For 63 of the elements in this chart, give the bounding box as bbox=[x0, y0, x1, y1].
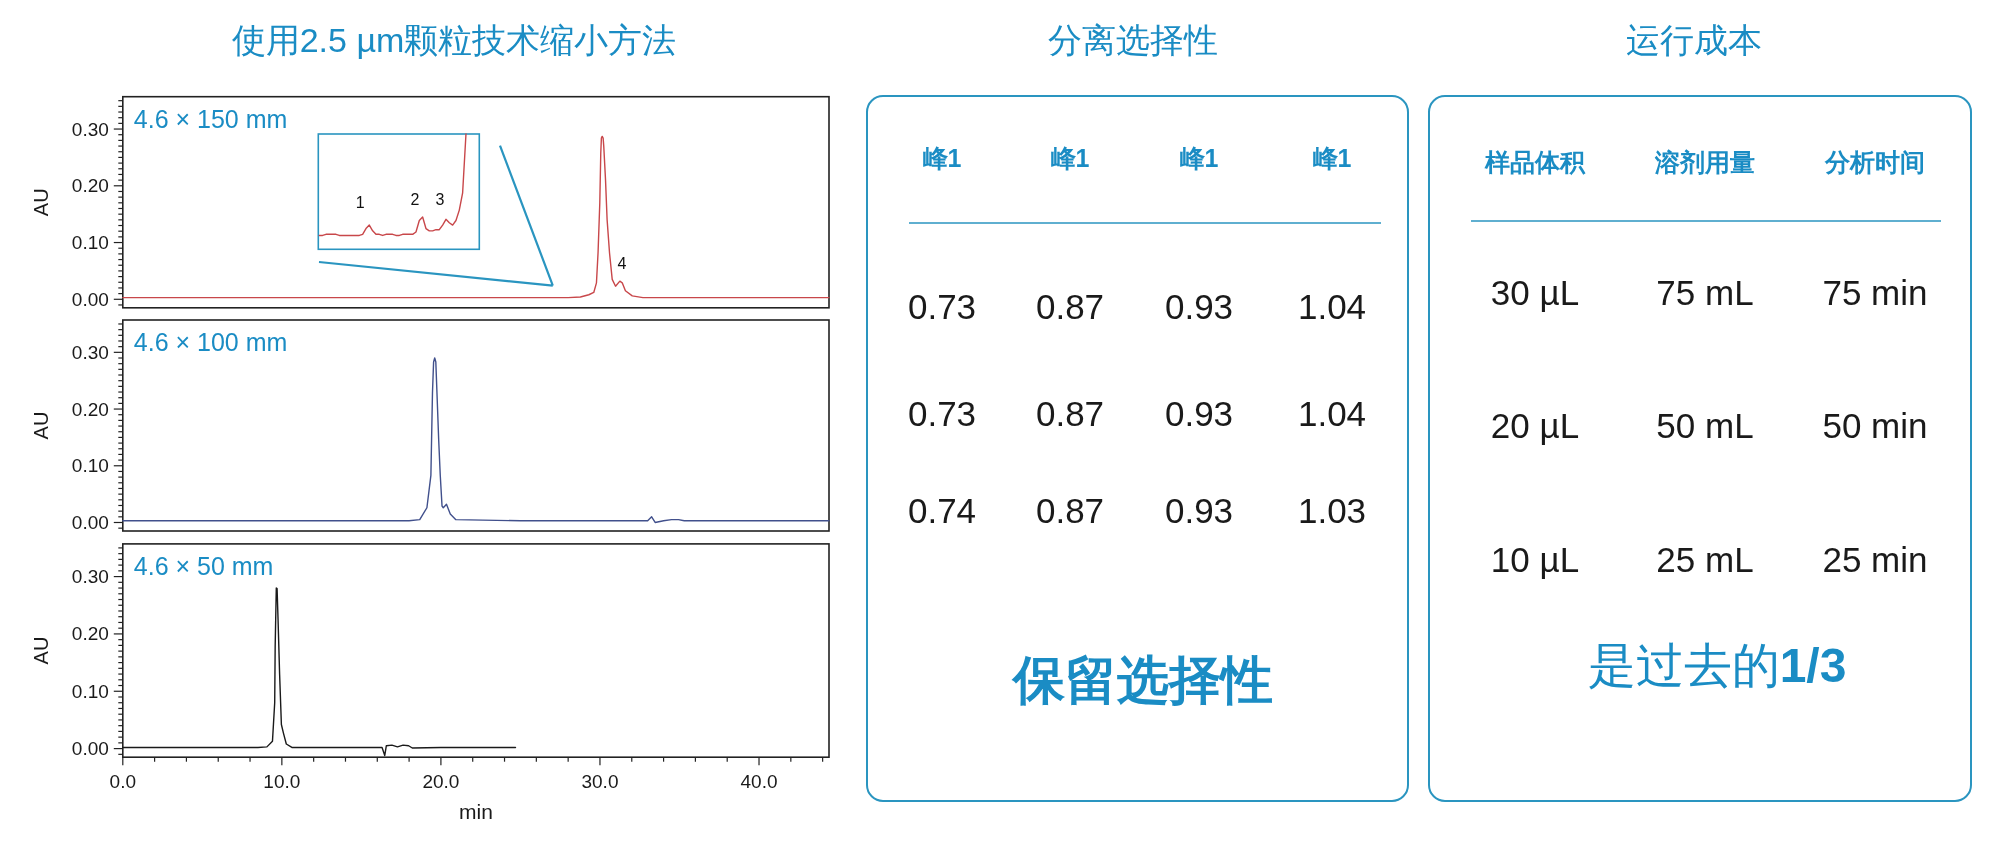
line-series bbox=[122, 135, 830, 299]
x-axis-title: min bbox=[458, 799, 493, 823]
data-label: 75 mL bbox=[1656, 272, 1754, 312]
data-label: 0.93 bbox=[1164, 286, 1234, 326]
annotation: 4 bbox=[617, 254, 627, 272]
category-label: 峰1 bbox=[922, 144, 962, 172]
y-tick-label: 0.10 bbox=[71, 232, 109, 254]
x-tick-label: 10.0 bbox=[263, 770, 301, 792]
annotation: 1 bbox=[355, 194, 365, 212]
text: 是过去的1/3 bbox=[1587, 638, 1847, 692]
y-tick-label: 0.10 bbox=[71, 680, 109, 702]
data-label: 0.87 bbox=[1035, 286, 1105, 326]
data-label: 50 min bbox=[1822, 405, 1928, 445]
data-label: 25 min bbox=[1822, 539, 1928, 579]
data-label: 10 µL bbox=[1490, 539, 1580, 579]
data-label: 30 µL bbox=[1490, 272, 1580, 312]
y-tick-label: 0.20 bbox=[71, 398, 109, 420]
y-tick-label: 0.30 bbox=[71, 566, 109, 588]
data-label: 1.04 bbox=[1297, 286, 1367, 326]
text: 分离选择性 bbox=[1048, 21, 1218, 59]
chart-title: 使用2.5 µm颗粒技术缩小方法 bbox=[231, 21, 677, 59]
data-label: 25 mL bbox=[1656, 539, 1754, 579]
y-axis-title: AU bbox=[30, 188, 52, 217]
y-axis-title: AU bbox=[30, 411, 52, 440]
category-label: 峰1 bbox=[1312, 144, 1352, 172]
y-tick-label: 0.30 bbox=[71, 341, 109, 363]
data-label: 0.87 bbox=[1035, 393, 1105, 433]
x-tick-label: 20.0 bbox=[422, 770, 460, 792]
data-label: 0.93 bbox=[1164, 393, 1234, 433]
data-label: 0.93 bbox=[1164, 490, 1234, 530]
y-tick-label: 0.00 bbox=[71, 738, 109, 760]
text: 运行成本 bbox=[1626, 21, 1762, 59]
data-label: 0.87 bbox=[1035, 490, 1105, 530]
data-label: 75 min bbox=[1822, 272, 1928, 312]
text: 保留选择性 bbox=[1011, 651, 1273, 709]
chart-subtitle: 4.6 × 100 mm bbox=[133, 328, 288, 356]
y-axis-title: AU bbox=[30, 636, 52, 665]
x-tick-label: 30.0 bbox=[581, 770, 619, 792]
category-label: 溶剂用量 bbox=[1654, 148, 1755, 176]
category-label: 样品体积 bbox=[1484, 148, 1586, 176]
chart-subtitle: 4.6 × 50 mm bbox=[133, 551, 274, 580]
category-label: 峰1 bbox=[1179, 144, 1219, 172]
data-label: 1.04 bbox=[1297, 393, 1367, 433]
chart-subtitle: 4.6 × 150 mm bbox=[133, 104, 288, 133]
annotation: 3 bbox=[435, 191, 445, 209]
data-label: 20 µL bbox=[1490, 405, 1580, 445]
x-tick-label: 0.0 bbox=[109, 770, 137, 792]
category-label: 峰1 bbox=[1050, 144, 1090, 172]
data-label: 50 mL bbox=[1656, 405, 1754, 445]
y-tick-label: 0.20 bbox=[71, 623, 109, 645]
category-label: 分析时间 bbox=[1824, 148, 1925, 176]
x-tick-label: 40.0 bbox=[740, 770, 778, 792]
data-label: 1.03 bbox=[1297, 490, 1367, 530]
y-tick-label: 0.10 bbox=[71, 455, 109, 477]
y-tick-label: 0.20 bbox=[71, 175, 109, 197]
line-series bbox=[122, 357, 830, 524]
y-tick-label: 0.30 bbox=[71, 118, 109, 140]
y-tick-label: 0.00 bbox=[71, 511, 109, 533]
data-label: 0.73 bbox=[907, 393, 977, 433]
y-tick-label: 0.00 bbox=[71, 288, 109, 310]
data-label: 0.73 bbox=[907, 286, 977, 326]
data-label: 0.74 bbox=[907, 490, 977, 530]
annotation: 2 bbox=[410, 191, 420, 209]
